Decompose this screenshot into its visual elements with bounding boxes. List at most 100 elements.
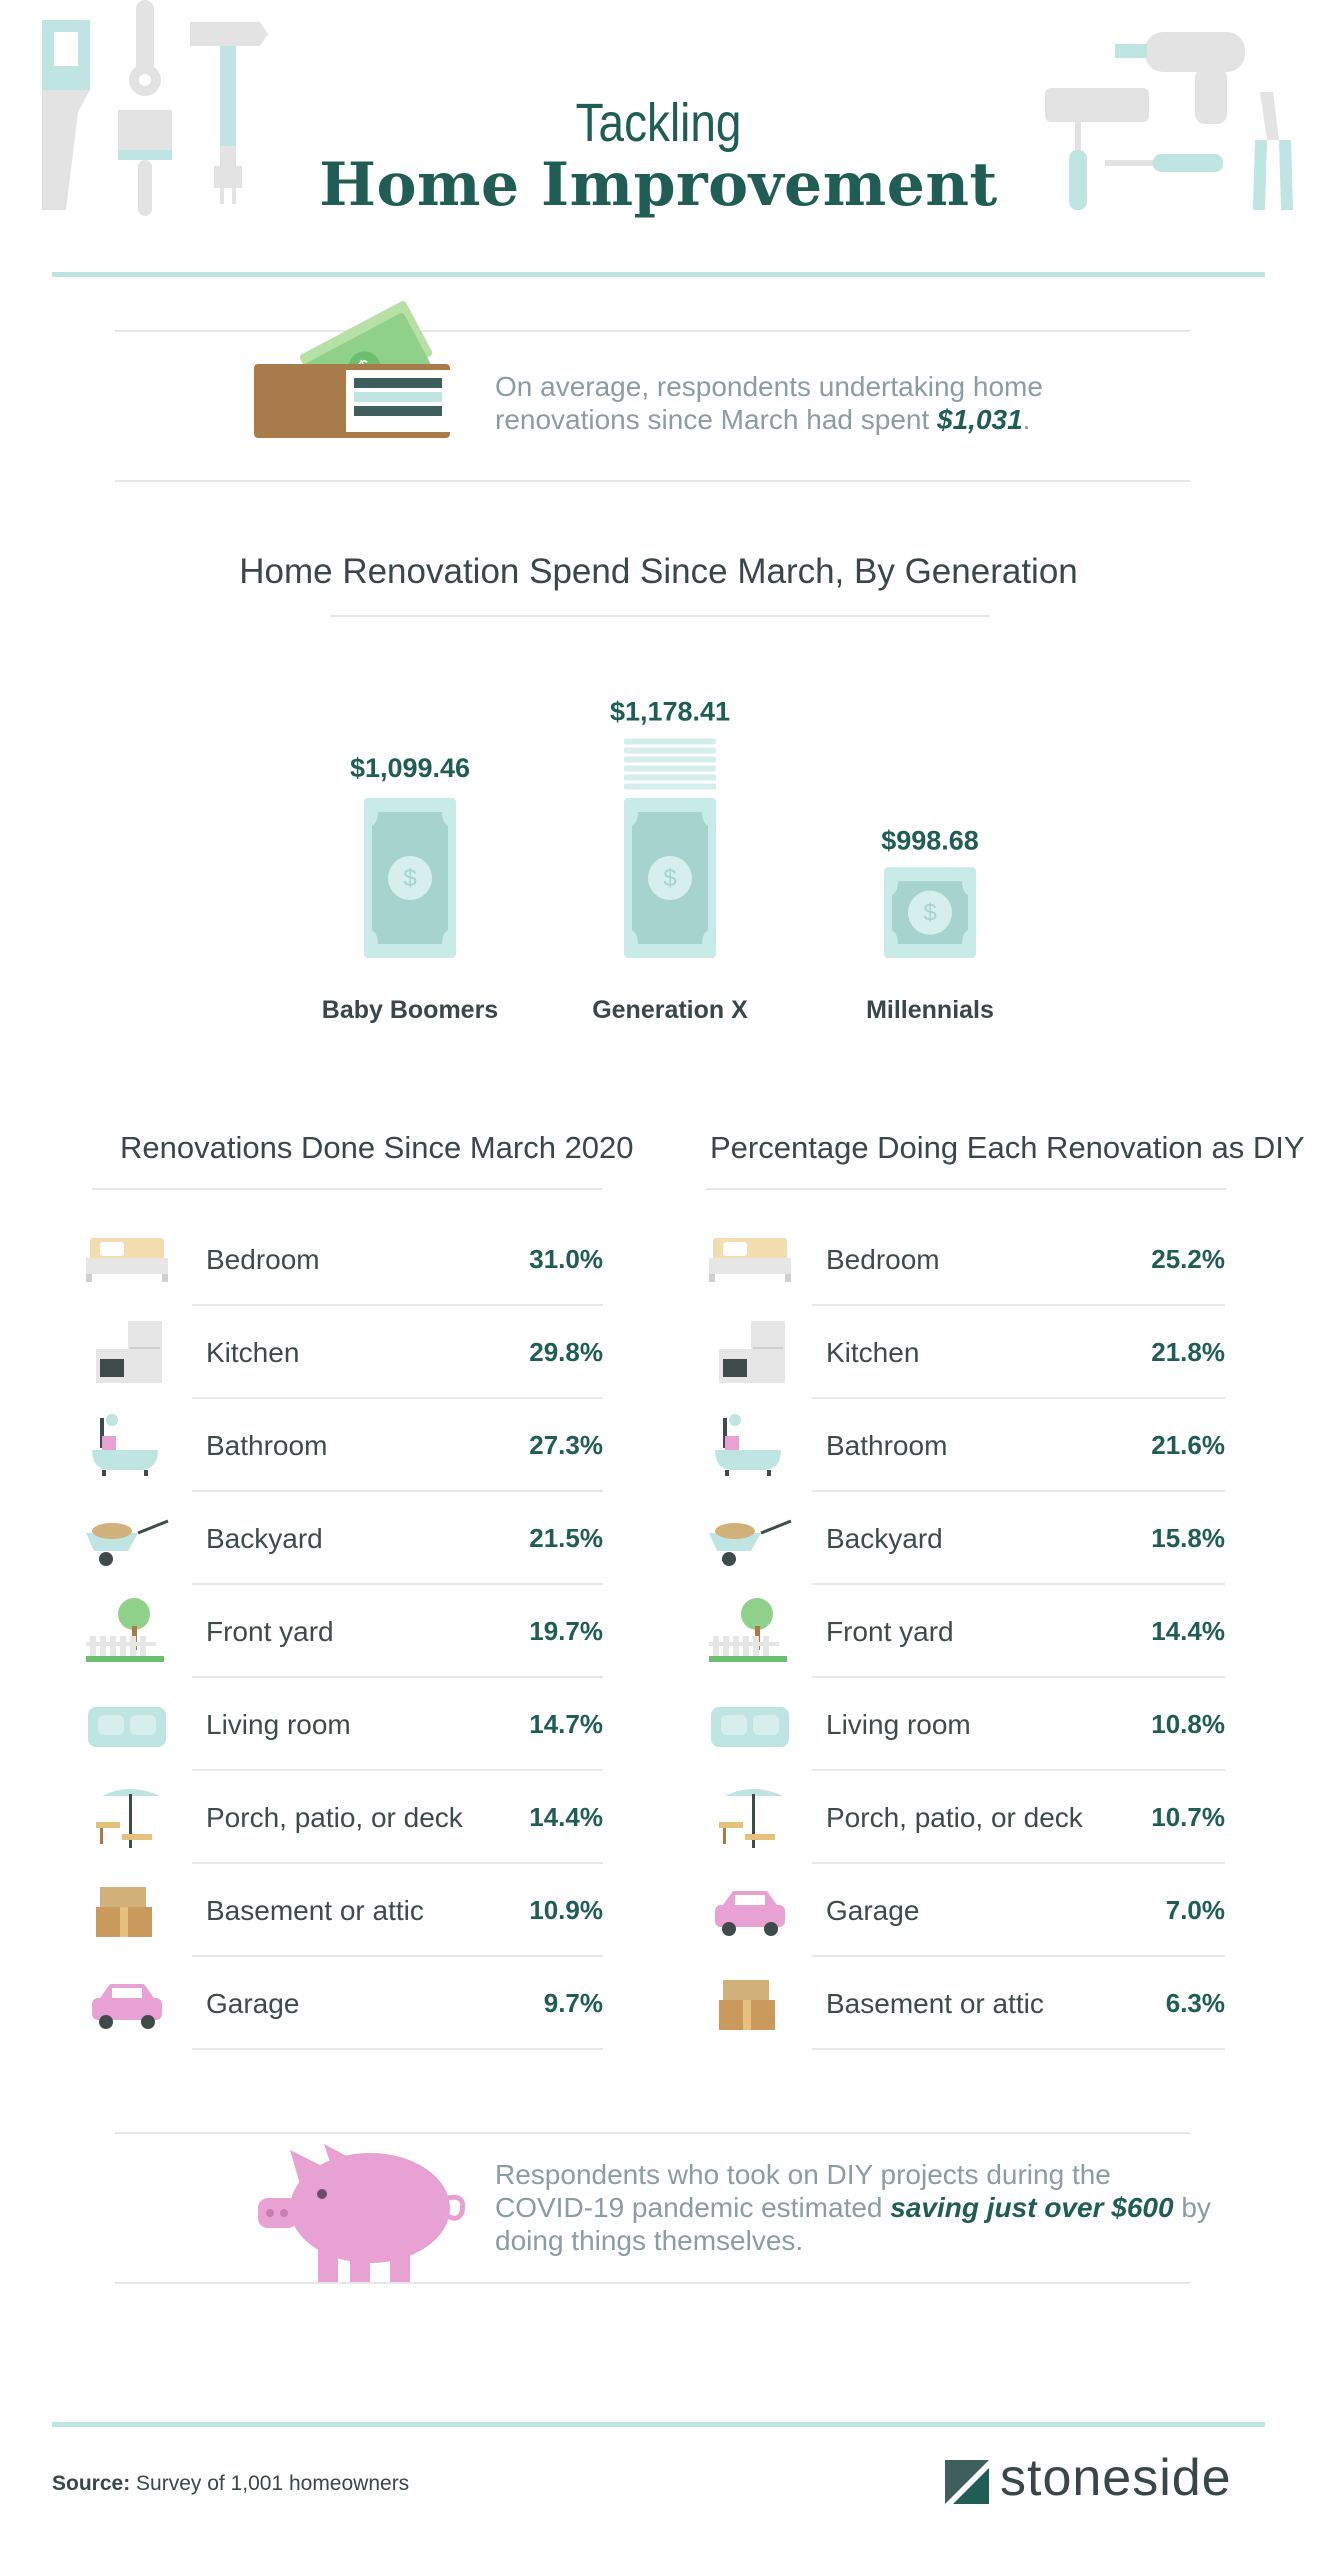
row-divider: [192, 1676, 603, 1678]
row-label: Bedroom: [826, 1244, 940, 1275]
row-value: 10.8%: [1151, 1709, 1225, 1739]
bar-value-label: $998.68: [881, 825, 979, 855]
row-label: Garage: [206, 1988, 300, 2019]
table-row: Bathroom 27.3%: [192, 1399, 603, 1492]
boxes-icon: [96, 1887, 152, 1937]
boxes-icon: [719, 1980, 775, 2030]
sofa-icon: [711, 1707, 789, 1747]
sofa-icon: [88, 1707, 166, 1747]
pliers-icon: [1253, 92, 1293, 210]
row-value: 7.0%: [1165, 1895, 1225, 1925]
table-row: Kitchen 29.8%: [192, 1306, 603, 1399]
row-value: 9.7%: [543, 1988, 603, 2018]
savings-callout-tail: by doing things themselves.: [495, 2192, 1211, 2256]
row-label: Kitchen: [206, 1337, 300, 1368]
callout-top-rule: [115, 330, 1190, 332]
row-divider: [812, 2048, 1225, 2050]
car-icon: [92, 1984, 162, 2029]
row-value: 27.3%: [529, 1430, 603, 1460]
source-note: Source: Survey of 1,001 homeowners: [52, 2472, 409, 2496]
renovations-done-title-rule: [92, 1188, 602, 1190]
category-label: Baby Boomers: [322, 996, 498, 1024]
row-value: 21.5%: [529, 1523, 603, 1553]
savings-top-rule: [115, 2132, 1190, 2134]
row-divider: [812, 1583, 1225, 1585]
bed-icon: [86, 1238, 168, 1282]
bar-1: $: [364, 798, 456, 958]
row-divider: [812, 1769, 1225, 1771]
bar-value-label: $1,178.41: [610, 696, 730, 726]
row-value: 21.6%: [1151, 1430, 1225, 1460]
table-row: Porch, patio, or deck 14.4%: [192, 1771, 603, 1864]
diy-percentage-title: Percentage Doing Each Renovation as DIY: [710, 1130, 1305, 1165]
category-label: Generation X: [592, 996, 748, 1024]
row-value: 15.8%: [1151, 1523, 1225, 1553]
row-label: Basement or attic: [206, 1895, 424, 1926]
bar-3: $: [884, 867, 976, 958]
wheelbarrow-icon: [86, 1519, 169, 1566]
table-row: Bathroom 21.6%: [812, 1399, 1225, 1492]
tools-right-illustration: [1045, 32, 1293, 210]
category-label: Millennials: [866, 996, 994, 1024]
car-icon: [715, 1891, 785, 1936]
row-label: Kitchen: [826, 1337, 920, 1368]
row-divider: [812, 1955, 1225, 1957]
row-divider: [192, 1304, 603, 1306]
footer-divider: [52, 2422, 1265, 2427]
table-row: Backyard 15.8%: [812, 1492, 1225, 1585]
row-divider: [192, 1955, 603, 1957]
fridge-stove-icon: [96, 1321, 162, 1383]
chart-title-underline: [330, 615, 990, 617]
row-label: Garage: [826, 1895, 920, 1926]
row-divider: [812, 1304, 1225, 1306]
title-line-1: Tackling: [575, 93, 742, 153]
row-label: Porch, patio, or deck: [206, 1802, 463, 1833]
savings-callout-emphasis: saving just over $600: [890, 2192, 1174, 2223]
row-label: Front yard: [826, 1616, 954, 1647]
spend-callout-amount: $1,031: [937, 404, 1023, 435]
row-label: Porch, patio, or deck: [826, 1802, 1083, 1833]
row-divider: [812, 1490, 1225, 1492]
bathtub-icon: [92, 1414, 158, 1476]
hammer-icon: [190, 22, 268, 204]
row-label: Front yard: [206, 1616, 334, 1647]
row-divider: [192, 1583, 603, 1585]
spend-callout-tail: .: [1022, 404, 1031, 435]
table-row: Living room 14.7%: [192, 1678, 603, 1771]
row-value: 6.3%: [1165, 1988, 1225, 2018]
savings-bottom-rule: [115, 2282, 1190, 2284]
row-value: 21.8%: [1151, 1337, 1225, 1367]
table-row: Living room 10.8%: [812, 1678, 1225, 1771]
row-value: 14.7%: [529, 1709, 603, 1739]
table-row: Kitchen 21.8%: [812, 1306, 1225, 1399]
row-divider: [192, 1769, 603, 1771]
table-row: Basement or attic 6.3%: [812, 1957, 1225, 2050]
table-row: Front yard 19.7%: [192, 1585, 603, 1678]
table-row: Front yard 14.4%: [812, 1585, 1225, 1678]
svg-text:$: $: [403, 865, 416, 892]
patio-umbrella-icon: [96, 1789, 160, 1848]
source-text: Survey of 1,001 homeowners: [136, 2472, 410, 2495]
row-value: 25.2%: [1151, 1244, 1225, 1274]
diy-percentage-title-rule: [706, 1188, 1226, 1190]
table-row: Basement or attic 10.9%: [192, 1864, 603, 1957]
wrench-icon: [129, 0, 161, 96]
row-value: 14.4%: [1151, 1616, 1225, 1646]
table-row: Garage 7.0%: [812, 1864, 1225, 1957]
tools-left-illustration: [42, 0, 268, 216]
table-row: Bedroom 31.0%: [192, 1213, 603, 1306]
chart-title: Home Renovation Spend Since March, By Ge…: [239, 552, 1078, 591]
header-divider: [52, 272, 1265, 277]
row-value: 10.7%: [1151, 1802, 1225, 1832]
table-row: Garage 9.7%: [192, 1957, 603, 2050]
row-label: Backyard: [206, 1523, 323, 1554]
row-divider: [192, 1862, 603, 1864]
page-title: Home Improvement: [319, 150, 998, 220]
row-value: 29.8%: [529, 1337, 603, 1367]
savings-callout-text: Respondents who took on DIY projects dur…: [495, 2158, 1215, 2257]
row-label: Bathroom: [206, 1430, 328, 1461]
row-divider: [192, 1490, 603, 1492]
row-divider: [812, 1862, 1225, 1864]
brand-name: stoneside: [1000, 2449, 1232, 2507]
table-row: Bedroom 25.2%: [812, 1213, 1225, 1306]
